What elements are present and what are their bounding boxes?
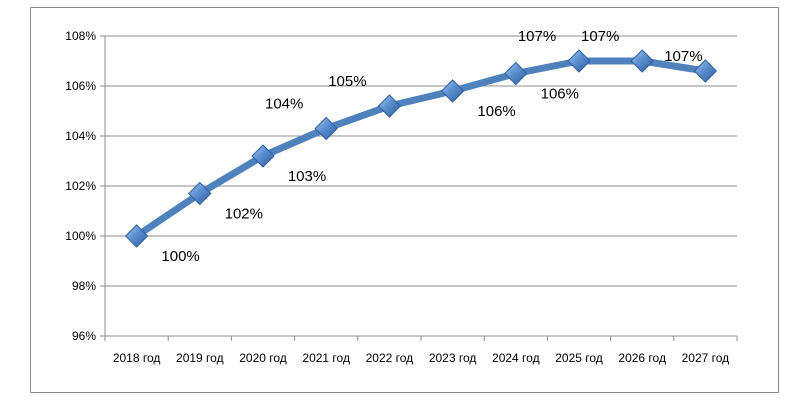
y-tick-label: 96% xyxy=(72,329,96,343)
data-label: 106% xyxy=(541,86,579,103)
x-tick-label: 2024 год xyxy=(492,351,540,365)
data-point-marker xyxy=(124,224,149,248)
data-label: 103% xyxy=(288,168,326,185)
data-point-marker xyxy=(567,49,591,73)
x-tick-label: 2023 год xyxy=(429,351,477,365)
data-label: 107% xyxy=(581,28,619,45)
y-tick-label: 102% xyxy=(65,179,96,193)
data-label: 107% xyxy=(664,48,702,65)
x-tick-label: 2027 год xyxy=(682,351,730,365)
data-label: 100% xyxy=(161,248,199,265)
data-point-marker xyxy=(440,79,465,103)
y-tick-label: 98% xyxy=(72,279,96,293)
y-tick-label: 108% xyxy=(65,29,96,43)
y-tick-label: 106% xyxy=(65,79,96,93)
data-point-marker xyxy=(251,144,275,168)
data-point-marker xyxy=(377,94,402,118)
y-tick-label: 100% xyxy=(65,229,96,243)
data-point-marker xyxy=(693,59,718,83)
series-line xyxy=(133,57,709,240)
data-label: 104% xyxy=(265,96,303,113)
x-tick-label: 2026 год xyxy=(618,351,666,365)
x-tick-label: 2018 год xyxy=(113,351,161,365)
line-chart: 96% 98% 100% 102% 104% 106% 108% 2018 год 2019 г… xyxy=(65,28,738,365)
x-tick-label: 2021 год xyxy=(302,351,350,365)
data-point-marker xyxy=(314,116,338,141)
data-point-marker xyxy=(188,181,212,206)
data-label: 102% xyxy=(225,206,263,223)
chart-frame: 96% 98% 100% 102% 104% 106% 108% 2018 год 2019 г… xyxy=(30,7,779,393)
data-point-marker xyxy=(504,61,528,86)
data-label: 107% xyxy=(518,28,556,45)
x-tick-label: 2022 год xyxy=(366,351,414,365)
data-label: 105% xyxy=(328,73,366,90)
x-tick-label: 2025 год xyxy=(555,351,603,365)
y-tick-label: 104% xyxy=(65,129,96,143)
x-tick-label: 2019 год xyxy=(176,351,224,365)
data-point-marker xyxy=(630,49,654,73)
data-label: 106% xyxy=(477,103,515,120)
x-tick-label: 2020 год xyxy=(239,351,287,365)
